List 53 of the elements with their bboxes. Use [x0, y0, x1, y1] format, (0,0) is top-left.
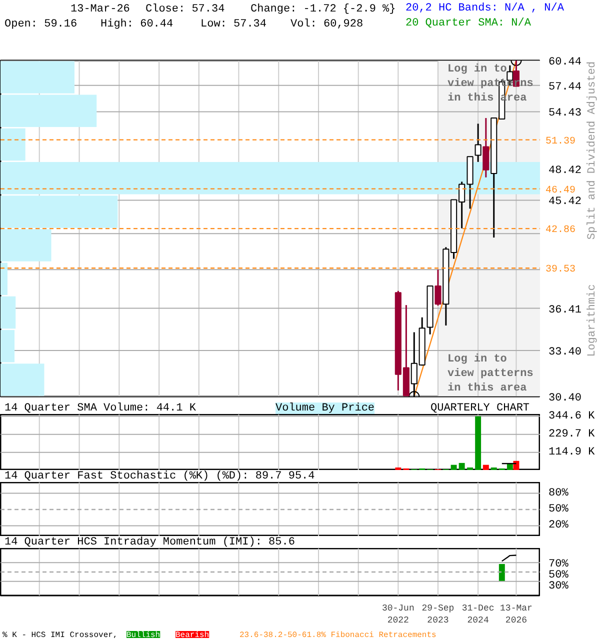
text: QUARTERLY CHART: [430, 402, 530, 414]
y-tick-label: 70%: [548, 558, 569, 571]
text: Split and Dividend Adjusted: [586, 61, 598, 240]
y-tick-label: 48.42: [548, 164, 582, 177]
text: Change: -1.72 {-2.9 %}: [250, 4, 396, 16]
text: Logarithmic: [586, 284, 598, 357]
y-tick-label: 30.40: [548, 392, 582, 404]
bar: [450, 464, 457, 470]
y-tick-label: 50%: [548, 504, 569, 516]
y-tick-label: 80%: [548, 487, 569, 500]
y-tick-label: 20%: [548, 520, 569, 532]
text: Open: 59.16: [4, 18, 78, 30]
text: Volume By Price: [276, 402, 375, 414]
chart-title: 14 Quarter HCS Intraday Momentum (IMI): 85.6: [4, 536, 295, 548]
y-tick-label: 229.7 K: [548, 428, 596, 440]
y-tick-label: 50%: [548, 570, 569, 582]
bar: [513, 460, 520, 470]
text: Close: 57.34: [146, 4, 226, 16]
ref-line-label: 39.53: [546, 264, 576, 276]
x-tick-label: 13-Mar 2026: [500, 604, 532, 626]
x-tick-label: 30-Jun 2022: [382, 604, 414, 626]
bar: [482, 464, 489, 470]
y-tick-label: 114.9 K: [548, 446, 596, 458]
candlestick: [482, 117, 490, 178]
bar: [475, 416, 482, 470]
candlestick: [434, 268, 442, 306]
text: Low: 57.34: [200, 18, 267, 30]
ref-line-label: 42.86: [546, 225, 576, 236]
text: Bearish: [176, 631, 210, 640]
chart-title: 14 Quarter Fast Stochastic (%K) (%D): 89.7 95.4: [4, 470, 316, 482]
y-tick-label: 33.40: [548, 346, 582, 358]
text: 13-Mar-26: [70, 4, 130, 16]
candlestick: [474, 122, 482, 163]
x-tick-label: 31-Dec 2024: [462, 604, 494, 626]
ref-line-label: 51.39: [546, 136, 576, 148]
text: 20 Quarter SMA: N/A: [406, 18, 532, 30]
x-tick-label: 29-Sep 2023: [422, 604, 454, 626]
text: High: 60.44: [100, 18, 174, 30]
y-tick-label: 45.42: [548, 196, 582, 208]
text: Bullish: [126, 631, 160, 640]
chart-title: 14 Quarter SMA Volume: 44.1 K: [4, 402, 196, 414]
y-tick-label: 36.41: [548, 304, 582, 316]
text: Vol: 60,928: [290, 18, 364, 30]
ref-line-label: 46.49: [546, 185, 576, 196]
y-tick-label: 30%: [548, 580, 569, 592]
y-tick-label: 57.44: [548, 81, 582, 94]
y-tick-label: 60.44: [548, 56, 582, 68]
annotation: Log in to view patterns in this area: [448, 354, 534, 394]
text: 23.6-38.2-50-61.8% Fibonacci Retracements: [240, 631, 437, 640]
y-tick-label: 344.6 K: [548, 410, 596, 422]
text: 20,2 HC Bands: N/A , N/A: [406, 2, 564, 14]
y-tick-label: 54.43: [548, 108, 582, 120]
bar: [458, 462, 465, 470]
